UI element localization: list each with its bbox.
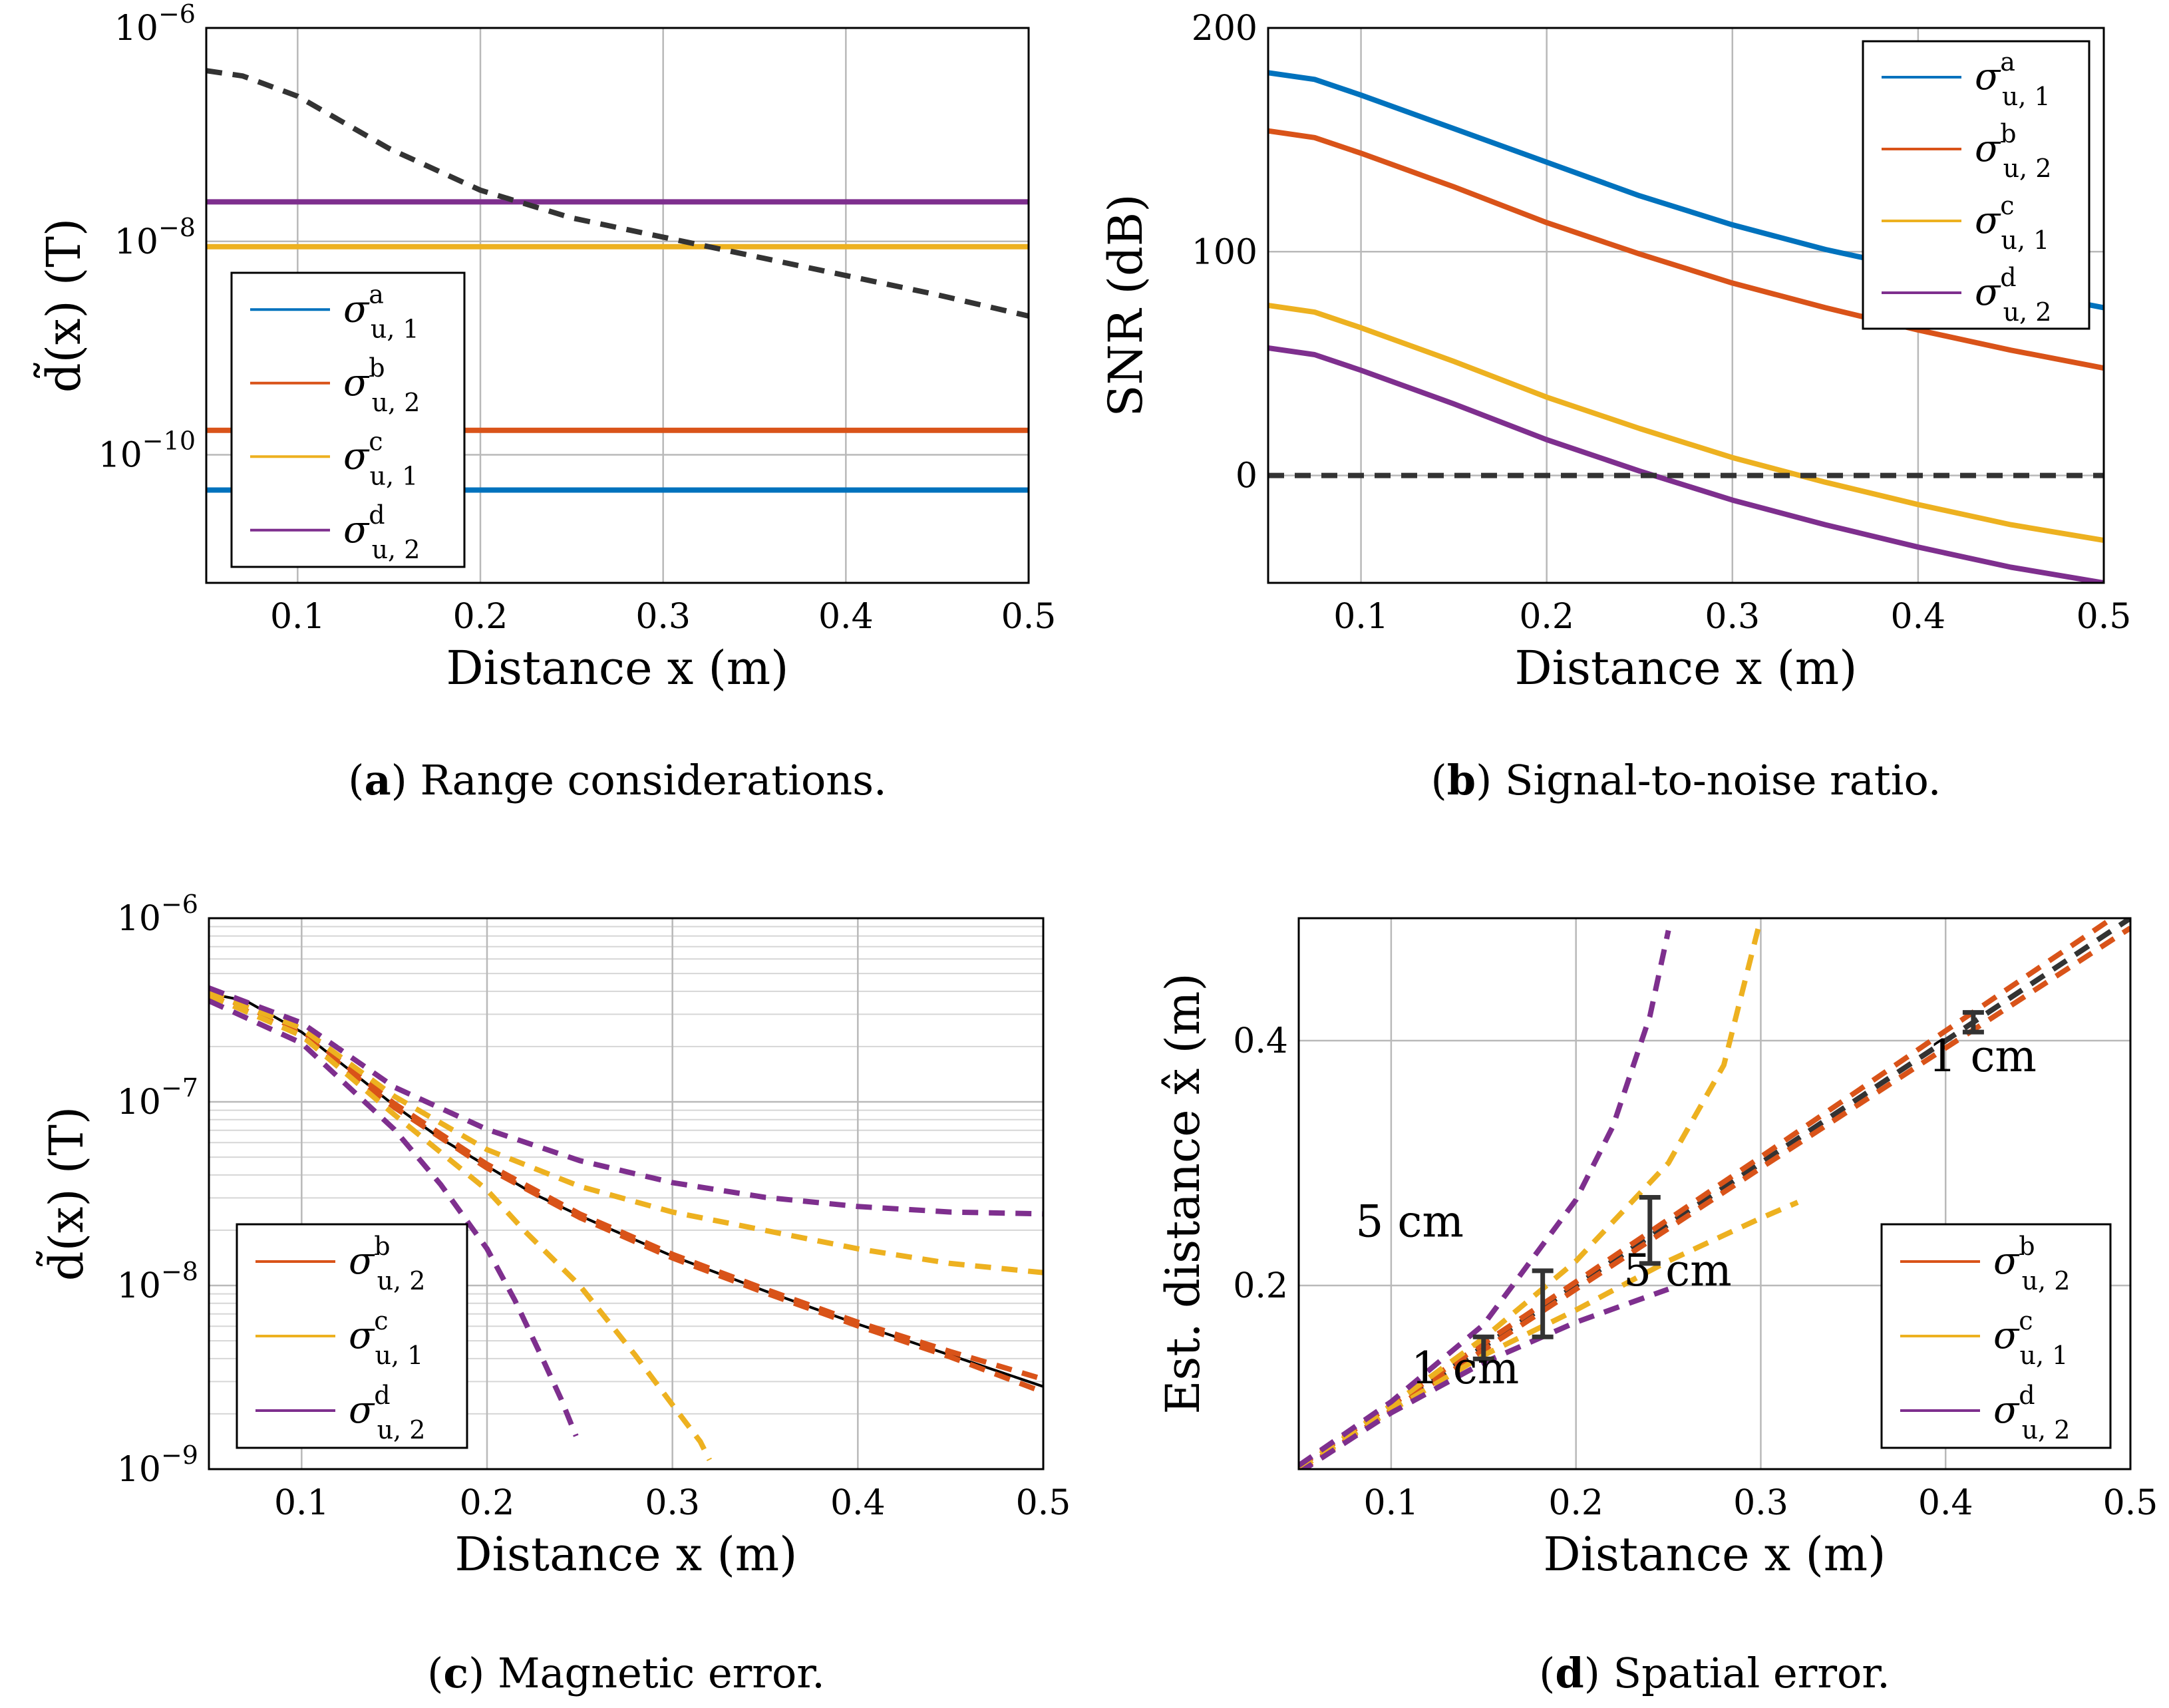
chart-panel-a: 0.1 0.2 0.3 0.4 0.5 10−10 10−8 10−6 Distance x (…: [34, 0, 1057, 804]
legend-label-d: σd u, 2: [343, 500, 420, 564]
axes-frame: [205, 27, 1030, 584]
x-tick-label: 0.1: [1364, 1483, 1419, 1523]
legend-label-d: σd u, 2: [1993, 1381, 2070, 1445]
x-tick-label: 0.2: [1548, 1483, 1603, 1523]
y-tick-label: 0: [1236, 456, 1257, 496]
y-tick-label: 10−7: [117, 1073, 198, 1122]
legend-label-b: σb u, 2: [343, 353, 420, 417]
figure-caption: (d) Spatial error.: [1539, 1649, 1890, 1697]
series-line-d-3: [1268, 345, 2104, 583]
legend-label-d: σd u, 2: [349, 1381, 425, 1445]
x-tick-label: 0.5: [2077, 597, 2132, 637]
annotation-label: 5 cm: [1355, 1196, 1464, 1247]
y-axis-label: d̃(x) (T): [34, 218, 91, 393]
legend-frame: [230, 271, 466, 568]
y-tick-label: 200: [1192, 9, 1257, 49]
x-tick-label: 0.3: [635, 597, 691, 637]
figure-caption: (c) Magnetic error.: [427, 1649, 825, 1697]
chart-panel-c: 0.1 0.2 0.3 0.4 0.5 10−9 10−8 10−7 10−6 Distance …: [37, 890, 1071, 1697]
x-tick-label: 0.4: [1891, 597, 1946, 637]
legend: σa u, 1 σb u, 2 σc u, 1 σd u, 2: [230, 271, 466, 568]
error-bar-3: [1962, 1010, 1984, 1035]
legend-label-c: σc u, 1: [343, 427, 418, 490]
error-bar-0: [1472, 1334, 1494, 1361]
y-tick-label: 100: [1192, 232, 1257, 272]
legend-label-d: σd u, 2: [1975, 263, 2051, 327]
legend-label-a: σa u, 1: [1975, 47, 2051, 111]
x-tick-label: 0.4: [818, 597, 874, 637]
x-tick-label: 0.3: [645, 1483, 700, 1523]
x-axis-label: Distance x (m): [1544, 1527, 1886, 1582]
legend: σb u, 2 σc u, 1 σd u, 2: [1880, 1223, 2112, 1449]
legend-label-a: σa u, 1: [343, 279, 419, 343]
y-tick-label: 10−10: [98, 427, 196, 476]
y-tick-label: 10−6: [117, 890, 198, 939]
series-line-c-3: [209, 989, 1043, 1276]
legend-label-c: σc u, 1: [1975, 191, 2049, 255]
y-tick-label: 10−6: [114, 0, 196, 49]
legend-label-b: σb u, 2: [1993, 1232, 2070, 1295]
series-line-d-6: [209, 998, 579, 1437]
series-line-b-1: [1268, 128, 2104, 371]
legend: σb u, 2 σc u, 1 σd u, 2: [236, 1223, 468, 1449]
figure-caption: (b) Signal-to-noise ratio.: [1431, 756, 1941, 804]
x-tick-label: 0.5: [2103, 1483, 2158, 1523]
axes-frame: [1267, 27, 2105, 584]
x-tick-label: 0.4: [1918, 1483, 1973, 1523]
x-tick-label: 0.3: [1733, 1483, 1788, 1523]
series-line-ref-4: [206, 68, 1029, 319]
chart-panel-d: 5 cm 1 cm 5 cm 1 cm 0.1 0.2 0.3 0.4 0.5 0.2 0.4 Dis…: [1156, 917, 2158, 1697]
y-tick-label: 10−8: [117, 1257, 198, 1306]
x-tick-label: 0.2: [453, 597, 508, 637]
annotation-label: 5 cm: [1623, 1245, 1732, 1296]
x-tick-label: 0.3: [1705, 597, 1760, 637]
axes-frame: [1297, 917, 2132, 1470]
y-tick-label: 10−9: [117, 1441, 198, 1490]
legend-label-b: σb u, 2: [1975, 119, 2051, 183]
annotation-label: 1 cm: [1411, 1343, 1520, 1394]
y-tick-label: 0.2: [1233, 1266, 1288, 1306]
chart-panel-b: 0.1 0.2 0.3 0.4 0.5 0 100 200 Distance x (m) SNR …: [1098, 9, 2131, 804]
series-line-d-6: [1299, 1286, 1669, 1469]
axes-frame: [208, 917, 1045, 1470]
x-axis-label: Distance x (m): [455, 1527, 798, 1582]
y-axis-label: d̃(x) (T): [37, 1107, 94, 1281]
legend: σa u, 1 σb u, 2 σc u, 1 σd u, 2: [1862, 40, 2090, 330]
x-tick-label: 0.1: [1333, 597, 1389, 637]
series-line-b-1: [209, 989, 1043, 1382]
x-tick-label: 0.1: [270, 597, 325, 637]
y-tick-label: 10−8: [114, 213, 196, 262]
x-tick-label: 0.5: [1001, 597, 1057, 637]
legend-label-b: σb u, 2: [349, 1232, 425, 1295]
y-axis-label: Est. distance x̂ (m): [1156, 973, 1210, 1414]
error-bar-1: [1532, 1268, 1554, 1339]
series-line-d-5: [209, 985, 1043, 1217]
series-line-c-2: [1268, 303, 2104, 544]
annotation-label: 1 cm: [1929, 1031, 2037, 1082]
x-axis-label: Distance x (m): [446, 641, 789, 695]
x-tick-label: 0.2: [460, 1483, 515, 1523]
series-line-b-2: [209, 993, 1043, 1395]
legend-label-c: σc u, 1: [349, 1306, 423, 1370]
series-group: [209, 985, 1043, 1461]
series-line-c-3: [1299, 918, 1764, 1469]
x-tick-label: 0.4: [830, 1483, 886, 1523]
series-line-d-5: [1299, 930, 1671, 1468]
y-tick-label: 0.4: [1233, 1021, 1288, 1061]
x-tick-label: 0.2: [1519, 597, 1574, 637]
x-tick-label: 0.1: [274, 1483, 329, 1523]
x-tick-label: 0.5: [1016, 1483, 1071, 1523]
figure-caption: (a) Range considerations.: [348, 756, 887, 804]
legend-frame: [1862, 40, 2090, 330]
legend-label-c: σc u, 1: [1993, 1306, 2068, 1370]
error-bar-2: [1639, 1195, 1661, 1266]
x-axis-label: Distance x (m): [1515, 641, 1858, 695]
y-axis-label: SNR (dB): [1098, 194, 1153, 417]
series-line-c-4: [209, 993, 712, 1461]
